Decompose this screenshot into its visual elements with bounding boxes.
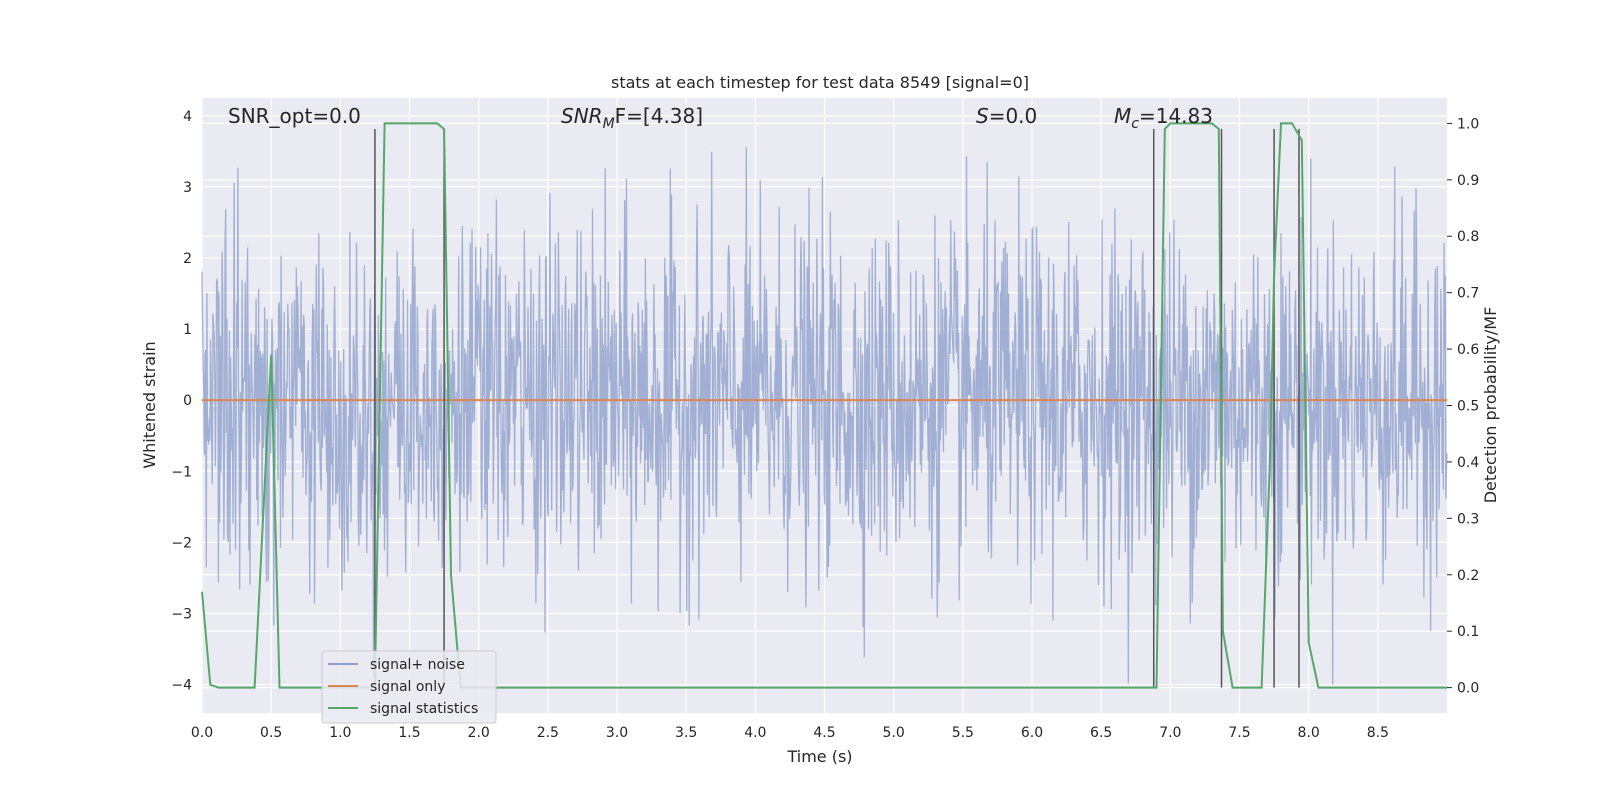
annotation-s: S=0.0	[976, 104, 1037, 128]
y-tick-label: −2	[171, 535, 192, 551]
y-right-tick-label: 0.7	[1457, 286, 1479, 302]
y-tick-label: 4	[183, 109, 192, 125]
x-tick-label: 1.0	[329, 725, 351, 741]
y-right-tick-label: 0.5	[1457, 399, 1479, 415]
x-tick-label: 0.0	[191, 725, 213, 741]
y-axis-ticks-right: 0.0 0.1 0.2 0.3 0.4 0.5 0.6 0.7 0.8 0.9 1.0	[1447, 116, 1479, 697]
chart-title: stats at each timestep for test data 854…	[611, 73, 1029, 92]
y-right-tick-label: 0.1	[1457, 624, 1479, 640]
x-tick-label: 6.5	[1090, 725, 1112, 741]
x-tick-label: 3.0	[606, 725, 628, 741]
signal-statistics-line	[201, 122, 1447, 689]
x-tick-label: 3.5	[675, 725, 697, 741]
x-tick-label: 8.0	[1298, 725, 1320, 741]
y-tick-label: 3	[183, 180, 192, 196]
x-axis-label: Time (s)	[786, 747, 852, 766]
legend-label-signal-noise: signal+ noise	[370, 657, 465, 673]
y-right-tick-label: 1.0	[1457, 116, 1479, 132]
x-tick-label: 8.5	[1367, 725, 1389, 741]
legend-label-signal-statistics: signal statistics	[370, 701, 478, 717]
x-tick-label: 0.5	[260, 725, 282, 741]
y-right-tick-label: 0.3	[1457, 511, 1479, 527]
y-right-tick-label: 0.4	[1457, 455, 1479, 471]
y-tick-label: −4	[171, 678, 192, 694]
y-tick-label: 1	[183, 322, 192, 338]
annotation-snr-mf: SNRMF=[4.38]	[561, 104, 703, 132]
x-tick-label: 6.0	[1021, 725, 1043, 741]
signal-noise-series	[201, 146, 1448, 685]
y-right-tick-label: 0.2	[1457, 568, 1479, 584]
legend-box	[321, 650, 497, 724]
y-right-tick-label: 0.0	[1457, 681, 1479, 697]
x-tick-label: 2.5	[537, 725, 559, 741]
y-tick-label: 2	[183, 251, 192, 267]
x-tick-label: 2.0	[468, 725, 490, 741]
y-tick-label: −3	[171, 606, 192, 622]
y-right-tick-label: 0.6	[1457, 342, 1479, 358]
signal-statistics-series	[201, 122, 1447, 689]
signal-noise-line	[201, 146, 1448, 685]
x-tick-label: 1.5	[398, 725, 420, 741]
x-tick-label: 7.5	[1228, 725, 1250, 741]
annotation-mc: Mc=14.83	[1114, 104, 1213, 132]
y-right-tick-label: 0.9	[1457, 173, 1479, 189]
x-tick-label: 5.0	[883, 725, 905, 741]
y-axis-ticks-left: −4 −3 −2 −1 0 1 2 3 4	[171, 109, 192, 694]
x-axis-ticks: 0.0 0.5 1.0 1.5 2.0 2.5 3.0 3.5 4.0 4.5 5.0 5.5 6.0 6…	[191, 725, 1389, 741]
y-right-tick-label: 0.8	[1457, 229, 1479, 245]
x-tick-label: 5.5	[952, 725, 974, 741]
x-tick-label: 4.5	[813, 725, 835, 741]
annotation-snr-opt: SNR_opt=0.0	[228, 104, 361, 128]
x-tick-label: 4.0	[744, 725, 766, 741]
y-tick-label: −1	[171, 464, 192, 480]
legend-label-signal-only: signal only	[370, 679, 445, 695]
legend: signal+ noise signal only signal statist…	[321, 650, 497, 724]
y-tick-label: 0	[183, 393, 192, 409]
y-axis-label-right: Detection probability/MF	[1481, 307, 1500, 504]
y-axis-label: Whitened strain	[140, 341, 159, 468]
x-tick-label: 7.0	[1159, 725, 1181, 741]
